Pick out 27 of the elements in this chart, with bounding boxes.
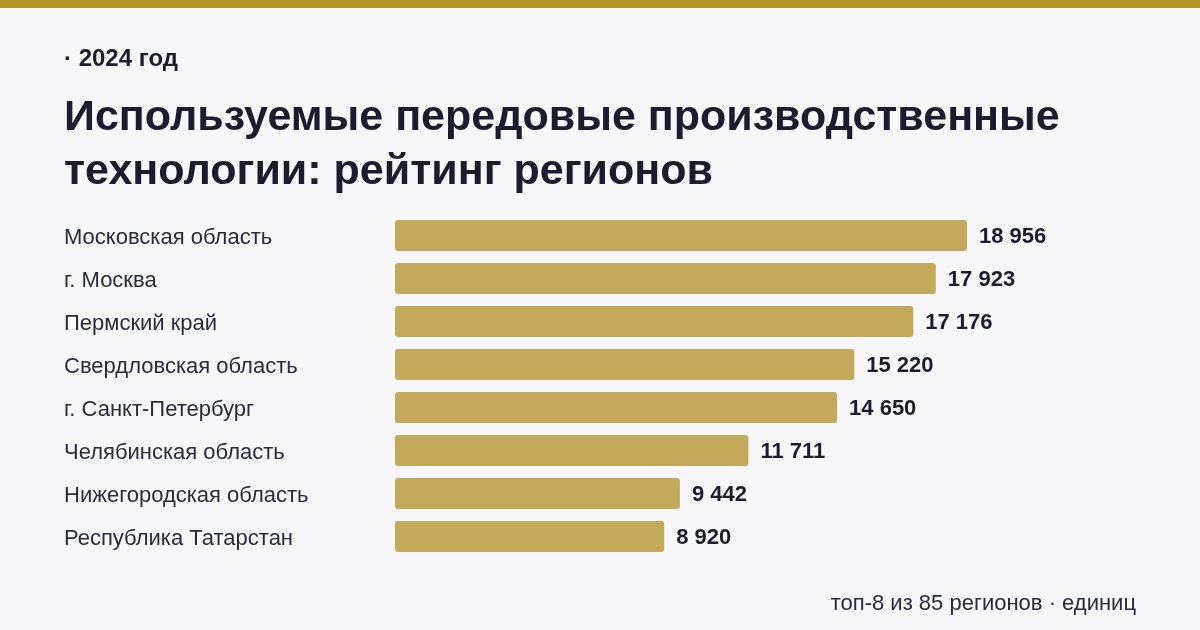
bar <box>395 478 680 509</box>
y-tick-label: Республика Татарстан <box>64 524 294 550</box>
text: топ-8 из 85 регионов · единиц <box>830 590 1136 616</box>
data-label: 11 711 <box>760 438 826 464</box>
y-tick-label: Челябинская область <box>64 438 285 464</box>
data-label: 8 920 <box>676 524 732 550</box>
text: · 2024 год <box>64 44 178 72</box>
data-label: 17 176 <box>925 309 993 335</box>
data-label: 9 442 <box>691 481 747 507</box>
y-tick-label: Московская область <box>64 223 273 249</box>
bar <box>395 263 936 294</box>
y-tick-label: Свердловская область <box>64 352 298 378</box>
data-label: 14 650 <box>849 395 917 421</box>
bar <box>395 349 855 380</box>
y-tick-label: Пермский край <box>64 309 218 335</box>
data-label: 18 956 <box>979 223 1047 249</box>
bar <box>395 435 749 466</box>
bar <box>395 521 665 552</box>
bar <box>395 306 914 337</box>
chart-title: Используемые передовые производственные технологии: рейтинг регионов <box>64 90 1061 195</box>
y-tick-label: г. Москва <box>64 266 158 292</box>
data-label: 15 220 <box>866 352 934 378</box>
bar <box>395 220 967 251</box>
y-tick-label: Нижегородская область <box>64 481 309 507</box>
y-tick-label: г. Санкт-Петербург <box>64 395 255 421</box>
data-label: 17 923 <box>947 266 1016 292</box>
bar <box>395 392 838 423</box>
